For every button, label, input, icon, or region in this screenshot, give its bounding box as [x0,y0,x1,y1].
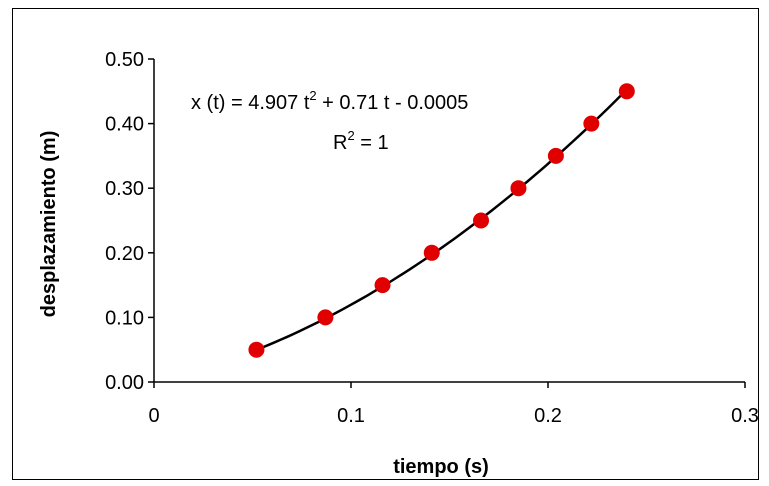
x-axis-ticks: 0 0.1 0.2 0.3 [148,382,759,427]
trendline [255,88,628,352]
x-axis-title: tiempo (s) [393,456,489,478]
data-point [248,341,265,358]
data-point [374,277,391,294]
data-point [510,180,527,197]
data-point [473,212,490,229]
x-tick-label: 0 [148,405,159,427]
chart-frame: 0 0.1 0.2 0.3 0.00 0.10 0.20 0.30 0.40 0.50 x (t… [12,8,759,480]
y-tick-label: 0.30 [105,178,144,200]
plot-axes [153,59,745,383]
data-point [317,309,334,326]
data-point [618,83,635,100]
data-point [423,244,440,261]
data-point [547,147,564,164]
y-tick-label: 0.10 [105,307,144,329]
x-tick-label: 0.2 [534,405,562,427]
x-tick-label: 0.1 [337,405,365,427]
y-axis-ticks: 0.00 0.10 0.20 0.30 0.40 0.50 [105,49,154,394]
y-axis-title: desplazamiento (m) [38,131,60,318]
y-tick-label: 0.20 [105,243,144,265]
y-tick-label: 0.40 [105,114,144,136]
scatter-chart: 0 0.1 0.2 0.3 0.00 0.10 0.20 0.30 0.40 0.50 x (t… [38,49,759,478]
y-tick-label: 0.00 [105,372,144,394]
trendline-equation: x (t) = 4.907 t2 + 0.71 t - 0.0005 [191,88,468,114]
data-point [583,115,600,132]
r-squared-label: R2 = 1 [333,128,389,154]
data-points [248,83,635,358]
x-tick-label: 0.3 [731,405,759,427]
y-tick-label: 0.50 [105,49,144,71]
